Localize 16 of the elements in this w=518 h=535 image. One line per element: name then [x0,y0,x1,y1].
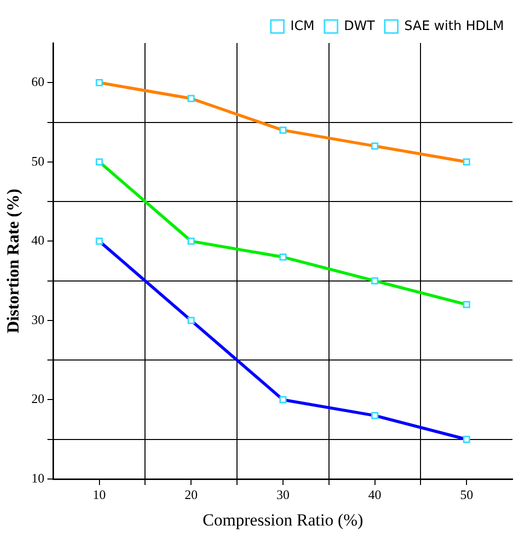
x-tick-label: 20 [184,487,198,502]
y-tick-label: 10 [31,470,44,486]
y-tick-label: 50 [31,153,44,168]
y-axis-title: Distortion Rate (%) [4,188,23,334]
x-tick-label: 30 [276,487,290,502]
y-tick-label: 30 [31,312,44,327]
y-tick-label: 60 [31,74,44,90]
x-axis-title: Compression Ratio (%) [202,510,364,530]
y-tick-label: 20 [31,391,44,406]
legend-label: ICM [290,18,315,34]
x-tick-label: 40 [368,487,382,502]
legend-label: DWT [344,18,375,34]
x-tick-label: 50 [460,487,474,502]
x-tick-label: 10 [92,487,106,502]
y-tick-label: 40 [31,232,44,248]
legend-label: SAE with HDLM [404,18,504,34]
